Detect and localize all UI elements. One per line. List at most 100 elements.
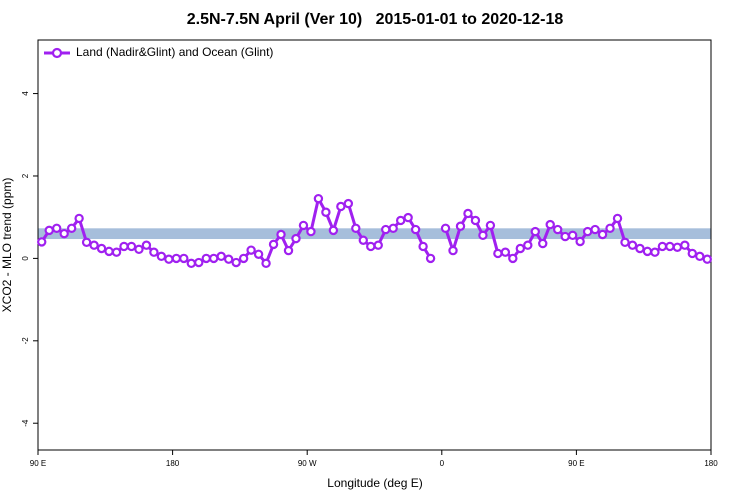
data-point [268,239,279,250]
data-point [336,201,346,212]
data-point [575,236,585,247]
data-point [470,215,481,226]
data-point [141,240,152,250]
data-point [231,257,241,268]
x-tick-label: 90 E [30,459,46,468]
data-point [291,233,301,244]
data-point [582,226,593,237]
data-point [283,245,294,256]
data-point [119,241,129,252]
data-point [179,253,189,264]
data-point [597,229,608,240]
legend-marker [51,47,63,59]
x-tick-label: 90 E [568,459,584,468]
data-point [276,229,286,240]
data-point [665,241,675,252]
data-point [111,247,122,257]
data-point [186,258,196,269]
data-point [627,240,638,250]
data-point [515,243,526,254]
data-point [635,243,645,254]
data-point [238,253,249,264]
data-point [523,240,533,250]
data-point [485,220,496,231]
y-tick-label: -2 [21,337,30,345]
data-point [680,240,690,250]
data-point [358,235,368,245]
data-point [321,207,331,217]
data-point [687,248,698,259]
data-point [418,241,428,252]
data-point [81,237,92,248]
x-axis-label: Longitude (deg E) [327,476,422,490]
data-point [104,246,114,257]
data-point [620,237,630,248]
data-point [553,224,563,235]
data-point [381,224,391,235]
data-point [657,241,668,252]
data-point [351,223,361,234]
x-tick-label: 180 [166,459,180,468]
x-tick-label: 90 W [298,459,317,468]
reference-band [38,228,711,240]
data-point [395,215,406,226]
data-point [560,231,570,242]
data-point [313,193,324,204]
data-point [216,251,226,262]
data-point [37,237,47,247]
x-tick-label: 0 [440,459,445,468]
data-point [448,245,458,256]
data-point [493,248,503,259]
data-point [223,254,234,264]
data-point [702,254,712,264]
y-tick-label: 2 [21,173,30,178]
data-point [156,251,167,262]
data-point [298,220,309,231]
chart-title: 2.5N-7.5N April (Ver 10) 2015-01-01 to 2… [187,11,564,28]
data-point [500,247,511,257]
data-point [440,223,451,234]
data-point [209,253,219,264]
data-point [612,213,623,224]
data-point [201,253,211,264]
data-point [508,253,518,264]
data-point [89,240,99,250]
data-point [343,198,354,209]
y-axis-label: XCO2 - MLO trend (ppm) [0,178,14,313]
data-point [530,226,540,237]
data-point [261,258,271,269]
data-point [366,241,376,252]
data-point [74,213,84,224]
data-point [194,257,204,268]
data-point [96,243,107,254]
data-point [545,219,555,230]
data-point [149,247,159,257]
data-point [605,223,615,234]
data-point [59,228,69,239]
data-point [672,242,683,252]
data-point [134,244,144,255]
data-point [642,246,653,257]
data-point [51,223,62,234]
data-point [164,254,174,264]
data-point [478,230,488,241]
y-tick-label: 0 [21,256,30,261]
data-point [650,247,660,257]
data-point [538,238,548,249]
data-point [328,225,339,236]
data-point [425,253,436,264]
data-point [253,249,264,259]
data-point [695,251,705,262]
data-point [126,241,137,252]
data-point [567,230,578,241]
data-point [246,245,256,255]
data-point [306,226,316,237]
data-point [590,224,600,235]
data-point [44,225,54,236]
data-point [463,208,473,219]
data-point [171,253,182,264]
data-point [388,223,398,234]
x-tick-label: 180 [704,459,718,468]
